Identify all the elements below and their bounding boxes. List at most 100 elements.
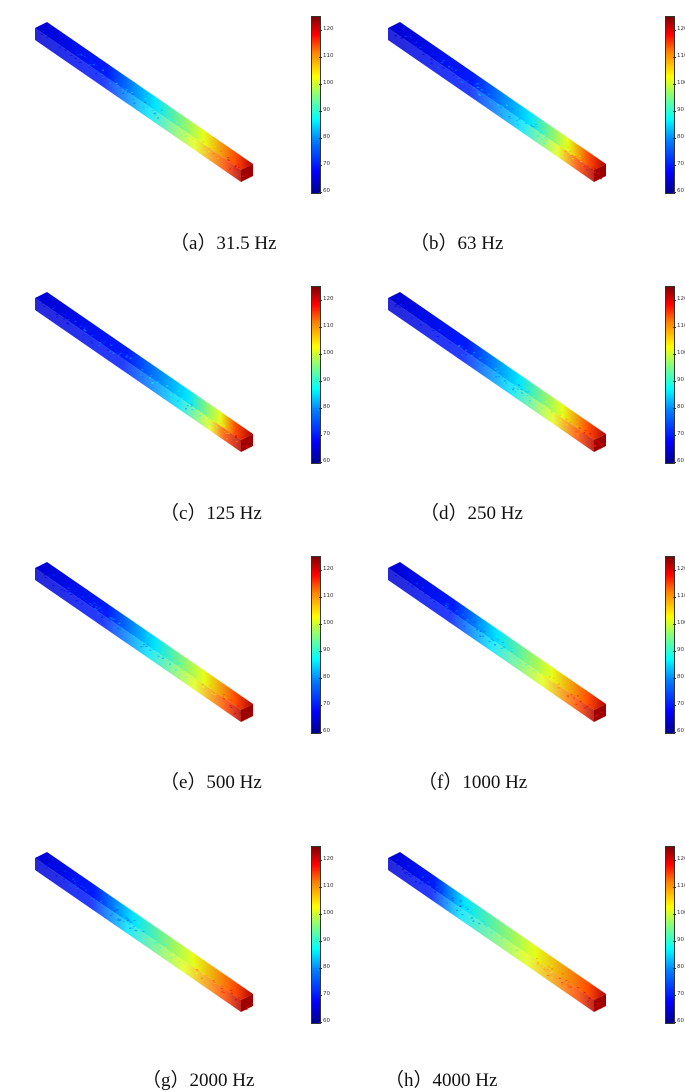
- beam-heatmap: [35, 286, 305, 486]
- colorbar-tick-label: 120: [677, 27, 685, 33]
- colorbar-tick: [673, 30, 676, 31]
- colorbar: [311, 846, 321, 1024]
- colorbar-tick: [673, 57, 676, 58]
- colorbar-tick-label: 110: [677, 594, 685, 600]
- colorbar-tick: [673, 995, 676, 996]
- beam-heatmap: [388, 16, 658, 216]
- colorbar-tick-label: 80: [323, 405, 330, 411]
- colorbar-tick-label: 80: [677, 405, 684, 411]
- colorbar-tick: [319, 327, 322, 328]
- colorbar-tick-label: 80: [677, 675, 684, 681]
- colorbar: [665, 286, 675, 464]
- colorbar-tick: [673, 914, 676, 915]
- colorbar-tick: [319, 354, 322, 355]
- colorbar: [665, 556, 675, 734]
- colorbar-tick: [673, 192, 676, 193]
- colorbar-tick-label: 100: [323, 351, 334, 357]
- colorbar-tick-label: 60: [677, 729, 684, 735]
- colorbar-tick-label: 100: [323, 621, 334, 627]
- colorbar: [665, 16, 675, 194]
- colorbar-tick-label: 110: [677, 884, 685, 890]
- colorbar-tick-label: 90: [323, 938, 330, 944]
- colorbar-tick: [673, 860, 676, 861]
- colorbar-tick: [673, 84, 676, 85]
- colorbar-tick-label: 80: [323, 135, 330, 141]
- colorbar-tick-label: 60: [677, 189, 684, 195]
- colorbar-tick-label: 70: [323, 702, 330, 708]
- colorbar-tick: [319, 624, 322, 625]
- colorbar-tick-label: 110: [323, 324, 334, 330]
- beam-heatmap: [388, 286, 658, 486]
- colorbar-tick-label: 70: [677, 162, 684, 168]
- colorbar-tick-label: 60: [323, 729, 330, 735]
- panel-f: 60 70 80 90 100 110 120: [388, 556, 685, 756]
- colorbar-tick: [319, 570, 322, 571]
- panel-d: 60708090100110120: [388, 286, 685, 486]
- beam-heatmap: [388, 556, 658, 756]
- colorbar-tick: [319, 138, 322, 139]
- colorbar-tick: [319, 300, 322, 301]
- colorbar-tick: [319, 408, 322, 409]
- colorbar-tick-label: 90: [323, 108, 330, 114]
- colorbar-tick-label: 60: [677, 1019, 684, 1025]
- colorbar-tick: [319, 651, 322, 652]
- colorbar-tick-label: 70: [323, 162, 330, 168]
- colorbar-tick: [319, 860, 322, 861]
- colorbar-tick-label: 80: [677, 135, 684, 141]
- panel-a: 60 70 80 90 100 110 120: [35, 16, 365, 216]
- colorbar-tick: [673, 408, 676, 409]
- colorbar-tick-label: 60: [323, 189, 330, 195]
- colorbar-tick-label: 120: [677, 297, 685, 303]
- colorbar: [311, 16, 321, 194]
- colorbar-tick: [319, 597, 322, 598]
- colorbar-tick: [673, 624, 676, 625]
- colorbar-tick: [319, 381, 322, 382]
- beam-heatmap: [35, 16, 305, 216]
- colorbar-tick: [673, 570, 676, 571]
- colorbar-tick-label: 90: [677, 938, 684, 944]
- panel-caption: （h）4000 Hz: [385, 1065, 497, 1092]
- colorbar-tick: [319, 914, 322, 915]
- colorbar-tick: [673, 462, 676, 463]
- colorbar-tick: [673, 435, 676, 436]
- colorbar-tick-label: 70: [677, 992, 684, 998]
- colorbar-tick: [673, 1022, 676, 1023]
- colorbar-tick-label: 120: [677, 857, 685, 863]
- panel-caption: （b）63 Hz: [410, 228, 503, 255]
- colorbar: [311, 556, 321, 734]
- panel-h: 60 70 80 90 100 110 120: [388, 846, 685, 1046]
- colorbar: [665, 846, 675, 1024]
- colorbar-tick: [319, 995, 322, 996]
- colorbar-tick-label: 120: [323, 297, 334, 303]
- colorbar-tick: [319, 705, 322, 706]
- colorbar-tick-label: 120: [323, 857, 334, 863]
- panel-g: 60 70 80 90 100 110 120: [35, 846, 365, 1046]
- colorbar-tick: [673, 968, 676, 969]
- colorbar-tick-label: 60: [323, 459, 330, 465]
- colorbar-tick-label: 90: [677, 378, 684, 384]
- colorbar-tick-label: 90: [677, 108, 684, 114]
- colorbar-tick-label: 70: [677, 432, 684, 438]
- colorbar-tick: [673, 732, 676, 733]
- colorbar-tick: [319, 462, 322, 463]
- colorbar-tick: [319, 887, 322, 888]
- panel-caption: （d）250 Hz: [420, 498, 523, 525]
- colorbar-tick-label: 100: [323, 81, 334, 87]
- colorbar-tick-label: 60: [677, 459, 684, 465]
- colorbar-tick: [673, 597, 676, 598]
- colorbar-tick: [673, 300, 676, 301]
- colorbar-tick-label: 80: [323, 965, 330, 971]
- colorbar-tick: [673, 327, 676, 328]
- colorbar-tick-label: 100: [677, 351, 685, 357]
- colorbar-tick-label: 100: [677, 81, 685, 87]
- colorbar-tick: [319, 30, 322, 31]
- colorbar-tick-label: 120: [323, 27, 334, 33]
- colorbar-tick-label: 90: [677, 648, 684, 654]
- panel-caption: （f）1000 Hz: [418, 767, 527, 794]
- colorbar-tick: [319, 941, 322, 942]
- panel-caption: （c）125 Hz: [160, 498, 262, 525]
- colorbar-tick: [673, 705, 676, 706]
- colorbar-tick: [319, 732, 322, 733]
- colorbar-tick-label: 60: [323, 1019, 330, 1025]
- colorbar-tick-label: 100: [323, 911, 334, 917]
